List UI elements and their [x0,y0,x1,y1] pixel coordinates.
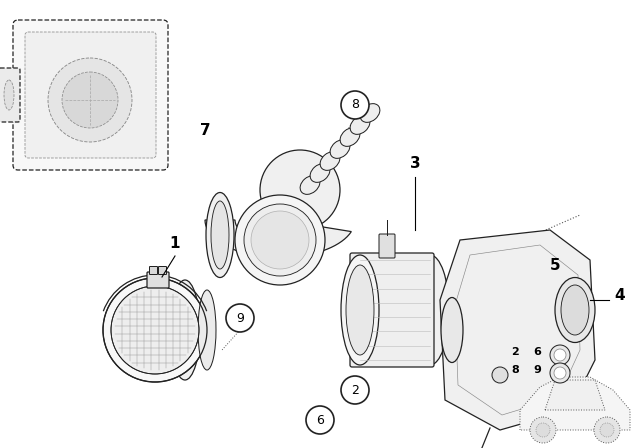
Circle shape [550,345,570,365]
Circle shape [226,304,254,332]
Ellipse shape [211,201,229,269]
Text: 9: 9 [533,365,541,375]
Circle shape [600,423,614,437]
Ellipse shape [360,103,380,122]
Text: 8: 8 [511,365,519,375]
FancyBboxPatch shape [0,68,20,122]
Text: 1: 1 [170,236,180,251]
Ellipse shape [340,128,360,146]
Circle shape [536,423,550,437]
Circle shape [306,406,334,434]
Circle shape [492,367,508,383]
FancyBboxPatch shape [159,267,166,275]
Polygon shape [205,220,351,258]
FancyBboxPatch shape [25,32,156,158]
Circle shape [48,58,132,142]
Ellipse shape [310,164,330,182]
FancyBboxPatch shape [350,253,434,367]
FancyBboxPatch shape [147,272,169,288]
Text: 2: 2 [351,383,359,396]
Text: 2: 2 [511,347,519,357]
Ellipse shape [4,80,14,110]
Circle shape [530,417,556,443]
Ellipse shape [244,204,316,276]
Ellipse shape [251,211,309,269]
Text: 4: 4 [614,288,625,303]
FancyBboxPatch shape [150,267,157,275]
Text: 7: 7 [200,123,211,138]
Circle shape [111,286,199,374]
Circle shape [554,367,566,379]
FancyBboxPatch shape [379,234,395,258]
Ellipse shape [341,255,379,365]
Text: 8: 8 [351,99,359,112]
Text: 9: 9 [236,311,244,324]
Ellipse shape [198,290,216,370]
Ellipse shape [320,151,340,170]
Ellipse shape [555,277,595,343]
FancyBboxPatch shape [13,20,168,170]
Circle shape [103,278,207,382]
Polygon shape [520,377,630,430]
Circle shape [554,349,566,361]
Circle shape [341,376,369,404]
Text: 5: 5 [550,258,560,273]
Ellipse shape [346,265,374,355]
Polygon shape [440,230,595,430]
Circle shape [62,72,118,128]
Ellipse shape [300,176,320,194]
Ellipse shape [260,150,340,230]
Ellipse shape [330,140,350,158]
Ellipse shape [441,297,463,362]
Circle shape [550,363,570,383]
Ellipse shape [561,285,589,335]
Ellipse shape [170,280,200,380]
Text: 6: 6 [316,414,324,426]
Circle shape [341,91,369,119]
Ellipse shape [235,195,325,285]
Polygon shape [545,380,605,410]
Ellipse shape [411,255,449,365]
Ellipse shape [206,193,234,277]
Text: 6: 6 [533,347,541,357]
Circle shape [594,417,620,443]
Text: 3: 3 [410,156,420,171]
Ellipse shape [350,116,370,134]
